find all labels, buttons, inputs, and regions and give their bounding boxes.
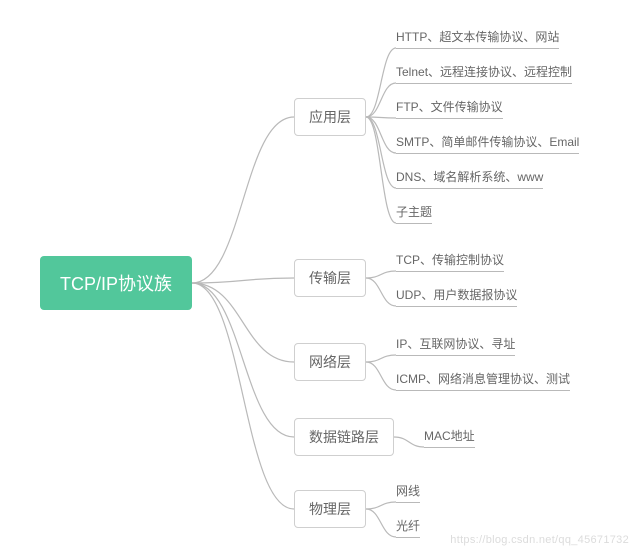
leaf-node: ICMP、网络消息管理协议、测试 [396,370,570,391]
leaf-node: Telnet、远程连接协议、远程控制 [396,63,572,84]
leaf-label: IP、互联网协议、寻址 [396,337,515,351]
leaf-label: 光纤 [396,519,420,533]
leaf-label: TCP、传输控制协议 [396,253,504,267]
watermark: https://blog.csdn.net/qq_45671732 [450,534,629,546]
branch-node: 网络层 [294,343,366,381]
branch-node: 应用层 [294,98,366,136]
root-node: TCP/IP协议族 [40,256,192,310]
leaf-node: 网线 [396,482,420,503]
branch-node: 数据链路层 [294,418,394,456]
root-label: TCP/IP协议族 [60,274,172,294]
leaf-node: FTP、文件传输协议 [396,98,503,119]
leaf-node: DNS、域名解析系统、www [396,168,543,189]
leaf-label: ICMP、网络消息管理协议、测试 [396,372,570,386]
leaf-node: UDP、用户数据报协议 [396,286,517,307]
branch-label: 传输层 [309,270,351,286]
leaf-node: SMTP、简单邮件传输协议、Email [396,133,579,154]
leaf-node: 子主题 [396,203,432,224]
leaf-node: IP、互联网协议、寻址 [396,335,515,356]
leaf-label: Telnet、远程连接协议、远程控制 [396,65,572,79]
leaf-node: 光纤 [396,517,420,538]
branch-node: 物理层 [294,490,366,528]
branch-label: 应用层 [309,109,351,125]
branch-label: 网络层 [309,354,351,370]
leaf-label: 子主题 [396,205,432,219]
leaf-node: TCP、传输控制协议 [396,251,504,272]
leaf-label: FTP、文件传输协议 [396,100,503,114]
leaf-label: DNS、域名解析系统、www [396,170,543,184]
leaf-label: UDP、用户数据报协议 [396,288,517,302]
leaf-label: 网线 [396,484,420,498]
leaf-node: MAC地址 [424,427,475,448]
leaf-node: HTTP、超文本传输协议、网站 [396,28,559,49]
leaf-label: MAC地址 [424,429,475,443]
leaf-label: SMTP、简单邮件传输协议、Email [396,135,579,149]
branch-label: 物理层 [309,501,351,517]
branch-node: 传输层 [294,259,366,297]
branch-label: 数据链路层 [309,429,379,445]
leaf-label: HTTP、超文本传输协议、网站 [396,30,559,44]
